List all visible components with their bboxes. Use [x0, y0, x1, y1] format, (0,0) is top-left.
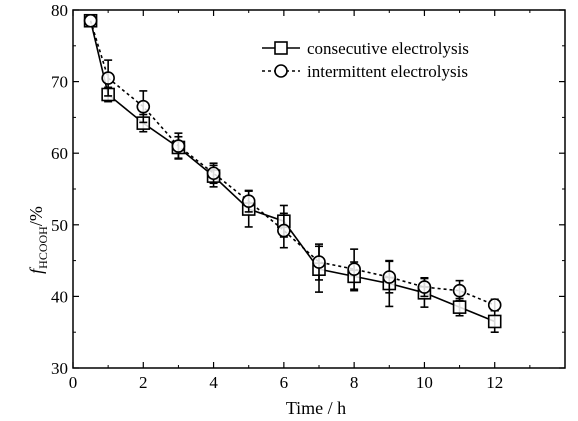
svg-text:fHCOOH/%: fHCOOH/% — [26, 206, 50, 274]
circle-marker — [277, 223, 291, 238]
circle-marker — [206, 166, 221, 181]
circle-marker — [101, 71, 115, 85]
x-tick-label: 4 — [209, 373, 218, 392]
legend-label-intermittent: intermittent electrolysis — [307, 62, 468, 81]
series-layer — [83, 13, 502, 334]
square-marker — [452, 300, 467, 314]
x-tick-label: 2 — [139, 373, 148, 392]
circle-marker — [487, 298, 502, 312]
y-tick-label: 50 — [51, 216, 68, 235]
legend: consecutive electrolysis intermittent el… — [262, 39, 469, 81]
x-tick-label: 12 — [486, 373, 503, 392]
legend-label-consecutive: consecutive electrolysis — [307, 39, 469, 58]
square-marker — [487, 314, 502, 329]
series-intermittent — [83, 13, 502, 312]
x-axis-label: Time / h — [286, 398, 346, 418]
y-tick-label: 40 — [51, 287, 68, 306]
circle-marker — [382, 270, 397, 284]
plot-axes: 0 2 4 6 8 10 12 30 40 50 60 70 80 — [51, 1, 566, 392]
circle-marker — [83, 13, 98, 28]
circle-marker — [136, 99, 151, 114]
circle-marker — [417, 280, 432, 294]
y-axis-label-unit: /% — [26, 206, 46, 226]
y-axis-label-subscript: HCOOH — [36, 226, 50, 269]
legend-circle-marker — [274, 64, 288, 78]
y-tick-label: 80 — [51, 1, 68, 20]
circle-marker — [347, 262, 361, 276]
circle-marker — [171, 139, 186, 153]
circle-marker — [452, 283, 467, 298]
x-tick-label: 6 — [280, 373, 289, 392]
legend-square-marker — [274, 41, 288, 55]
circle-marker — [312, 255, 326, 269]
x-tick-label: 10 — [416, 373, 433, 392]
y-tick-label: 60 — [51, 144, 68, 163]
x-tick-label: 8 — [350, 373, 359, 392]
x-tick-label: 0 — [69, 373, 78, 392]
y-tick-label: 70 — [51, 73, 68, 92]
circle-marker — [241, 194, 256, 208]
y-axis-label: fHCOOH/% — [26, 206, 50, 274]
y-tick-label: 30 — [51, 359, 68, 378]
y-axis-label-main: f — [26, 266, 46, 274]
